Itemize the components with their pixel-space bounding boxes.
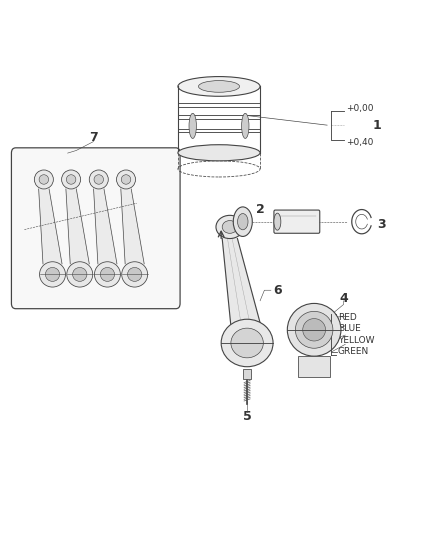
Text: +0,40: +0,40 xyxy=(346,138,373,147)
Text: 5: 5 xyxy=(243,410,251,423)
Ellipse shape xyxy=(66,175,76,184)
FancyBboxPatch shape xyxy=(274,210,320,233)
Ellipse shape xyxy=(122,262,148,287)
FancyBboxPatch shape xyxy=(11,148,180,309)
Text: 2: 2 xyxy=(256,203,265,216)
Ellipse shape xyxy=(221,319,273,367)
Ellipse shape xyxy=(242,114,249,139)
Ellipse shape xyxy=(62,170,81,189)
Text: +0,00: +0,00 xyxy=(346,104,373,114)
Polygon shape xyxy=(121,189,144,264)
Text: RED: RED xyxy=(338,313,357,321)
Ellipse shape xyxy=(127,268,142,281)
Ellipse shape xyxy=(73,268,87,281)
Ellipse shape xyxy=(222,221,237,233)
Ellipse shape xyxy=(100,268,115,281)
Text: 7: 7 xyxy=(89,131,98,144)
Text: 3: 3 xyxy=(377,218,385,231)
Text: 1: 1 xyxy=(372,119,381,132)
Ellipse shape xyxy=(89,170,108,189)
FancyBboxPatch shape xyxy=(243,369,251,379)
Ellipse shape xyxy=(274,213,281,230)
Ellipse shape xyxy=(178,77,260,96)
FancyBboxPatch shape xyxy=(298,356,330,377)
Ellipse shape xyxy=(178,145,260,161)
Polygon shape xyxy=(39,189,62,264)
Ellipse shape xyxy=(39,262,66,287)
Ellipse shape xyxy=(233,207,252,237)
Text: BLUE: BLUE xyxy=(338,324,360,333)
Text: 4: 4 xyxy=(339,292,348,305)
Polygon shape xyxy=(94,189,117,264)
Ellipse shape xyxy=(189,114,196,139)
Ellipse shape xyxy=(46,268,60,281)
Ellipse shape xyxy=(287,303,341,356)
Text: GREEN: GREEN xyxy=(338,348,369,357)
Ellipse shape xyxy=(295,311,333,348)
Ellipse shape xyxy=(94,175,103,184)
Ellipse shape xyxy=(34,170,53,189)
Ellipse shape xyxy=(198,80,240,92)
Ellipse shape xyxy=(216,215,244,239)
Ellipse shape xyxy=(303,319,325,341)
Ellipse shape xyxy=(231,328,263,358)
Ellipse shape xyxy=(121,175,131,184)
Ellipse shape xyxy=(95,262,120,287)
Ellipse shape xyxy=(117,170,135,189)
Polygon shape xyxy=(66,189,89,264)
Ellipse shape xyxy=(237,214,248,230)
Ellipse shape xyxy=(67,262,93,287)
Text: 6: 6 xyxy=(273,284,282,297)
Ellipse shape xyxy=(39,175,49,184)
Polygon shape xyxy=(222,239,263,333)
Text: YELLOW: YELLOW xyxy=(338,336,374,345)
